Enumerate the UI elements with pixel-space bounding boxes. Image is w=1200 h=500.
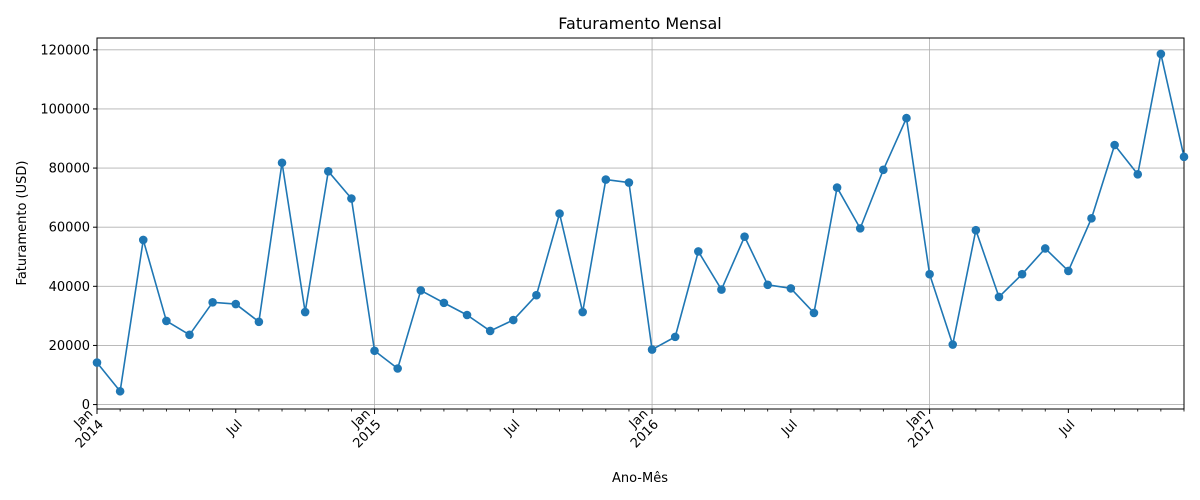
data-point xyxy=(948,340,958,349)
y-axis: 0 20000 40000 60000 80000 100000 120000 xyxy=(40,43,97,413)
data-point xyxy=(462,310,472,320)
data-point xyxy=(138,235,148,245)
data-point xyxy=(578,307,587,317)
data-point xyxy=(1064,266,1073,276)
data-point xyxy=(277,158,287,168)
data-point xyxy=(925,269,934,279)
plot-area-frame xyxy=(96,37,1185,410)
x-tick-label: Jul xyxy=(223,417,245,439)
data-point xyxy=(92,358,102,367)
data-point xyxy=(323,167,333,176)
data-point xyxy=(624,178,634,187)
data-point xyxy=(740,232,749,241)
y-tick-label: 40000 xyxy=(49,280,90,295)
data-point xyxy=(393,364,402,373)
y-axis-title: Faturamento (USD) xyxy=(15,161,30,286)
data-point xyxy=(717,285,726,294)
data-point xyxy=(647,345,657,354)
x-tick-label-group: Jul xyxy=(1056,417,1078,439)
data-point xyxy=(231,299,241,309)
x-tick-label: Jul xyxy=(778,417,800,439)
x-tick-label-group: Jul xyxy=(501,417,523,439)
data-point xyxy=(832,183,842,192)
y-tick-label: 0 xyxy=(82,398,90,413)
data-point xyxy=(208,297,217,307)
data-point xyxy=(300,307,310,317)
data-point xyxy=(532,290,541,300)
data-point xyxy=(1110,140,1119,150)
data-point xyxy=(809,308,819,318)
data-point xyxy=(879,165,888,175)
data-point xyxy=(1156,49,1166,59)
data-point xyxy=(439,298,449,308)
series-line xyxy=(92,49,1189,396)
data-point xyxy=(555,209,564,218)
y-tick-label: 120000 xyxy=(40,43,90,58)
data-point xyxy=(1133,169,1143,179)
data-point xyxy=(1179,152,1189,162)
data-point xyxy=(971,225,981,235)
data-point xyxy=(694,247,703,256)
data-point xyxy=(485,326,495,336)
y-tick-label: 80000 xyxy=(49,162,90,177)
grid xyxy=(96,38,1184,409)
series-path xyxy=(96,53,1185,393)
data-point xyxy=(670,332,680,342)
y-tick-label: 20000 xyxy=(49,339,90,354)
x-tick-label: Jul xyxy=(501,417,523,439)
y-tick-label: 60000 xyxy=(49,221,90,236)
data-point xyxy=(1017,269,1027,279)
data-point xyxy=(347,194,356,203)
data-point xyxy=(115,386,125,396)
data-point xyxy=(508,315,518,325)
x-tick-label-group: Jul xyxy=(223,417,245,439)
data-point xyxy=(185,330,194,340)
x-axis-title: Ano-Mês xyxy=(612,471,668,486)
data-point xyxy=(1087,214,1096,223)
data-point xyxy=(370,346,379,356)
data-point xyxy=(416,286,426,295)
data-point xyxy=(994,292,1004,302)
data-point xyxy=(254,317,264,327)
y-tick-label: 100000 xyxy=(40,102,90,117)
data-point xyxy=(855,224,865,233)
x-tick-label-group: Jul xyxy=(778,417,800,439)
data-point xyxy=(162,316,171,326)
x-tick-label: Jul xyxy=(1056,417,1078,439)
chart-title: Faturamento Mensal xyxy=(558,14,721,33)
data-point xyxy=(902,113,911,123)
data-point xyxy=(1040,244,1050,253)
data-point xyxy=(763,280,773,290)
data-point xyxy=(786,284,796,293)
data-point xyxy=(601,175,611,184)
